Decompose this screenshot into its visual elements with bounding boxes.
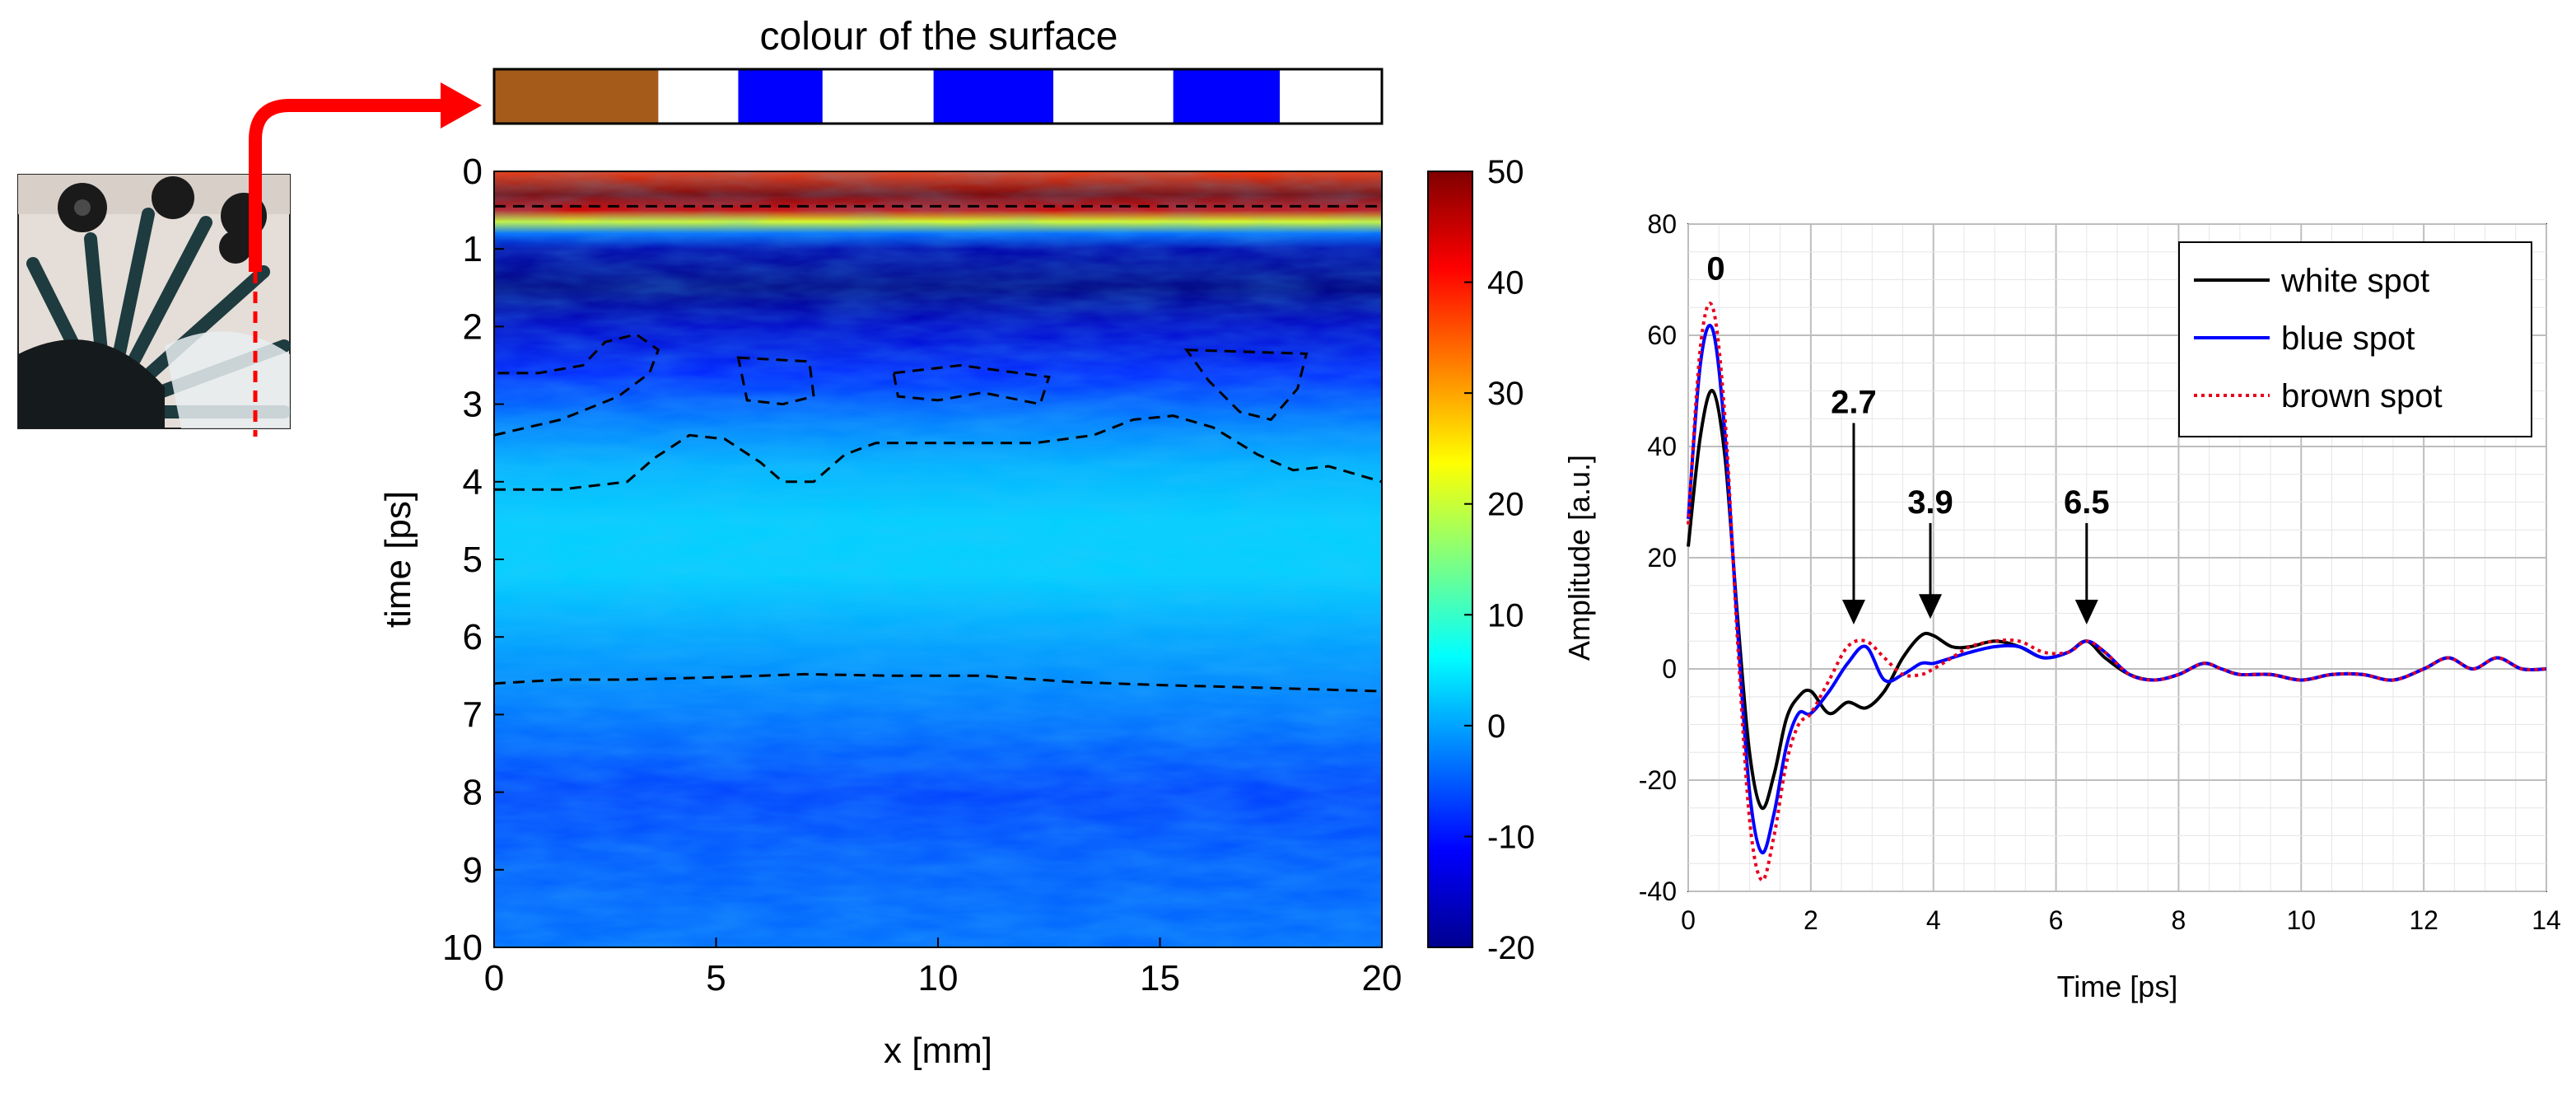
contour-line <box>892 363 1051 406</box>
colorbar-gradient <box>1427 171 1473 948</box>
line-y-tick-label: 20 <box>1647 543 1677 573</box>
line-x-tick-label: 0 <box>1681 905 1696 935</box>
peak-annotation-label: 2.7 <box>1831 385 1877 421</box>
surface-bar-title: colour of the surface <box>760 15 1118 58</box>
line-x-tick-label: 4 <box>1926 905 1941 935</box>
heatmap-y-tick-label: 6 <box>463 617 483 657</box>
legend-label: white spot <box>2280 263 2429 299</box>
surface-segment-brown <box>494 69 659 124</box>
line-y-tick-label: 60 <box>1647 320 1677 350</box>
heatmap-x-label: x [mm] <box>884 1031 992 1071</box>
line-y-tick-label: 0 <box>1662 654 1677 684</box>
peak-annotation-label: 3.9 <box>1907 484 1953 521</box>
colorbar-tick-label: 10 <box>1487 597 1524 633</box>
heatmap-x-tick-label: 10 <box>918 958 959 998</box>
colorbar-tick-label: 30 <box>1487 376 1524 412</box>
contour-line <box>494 672 1382 693</box>
heatmap-x-tick-label: 20 <box>1362 958 1402 998</box>
line-y-tick-label: 40 <box>1647 432 1677 461</box>
heatmap-x-tick-label: 5 <box>706 958 726 998</box>
heatmap-y-tick-label: 0 <box>463 152 483 192</box>
surface-segment-white <box>822 69 934 124</box>
line-x-tick-label: 6 <box>2049 905 2064 935</box>
peak-annotation-label: 0 <box>1706 251 1724 288</box>
line-y-tick-label: -40 <box>1639 877 1677 906</box>
colorbar-tick-label: 20 <box>1487 487 1524 523</box>
contour-line <box>736 356 815 406</box>
legend: white spot blue spot brown spot <box>2178 241 2532 437</box>
annotation-arrow-head <box>1841 600 1865 624</box>
line-x-tick-label: 12 <box>2409 905 2438 935</box>
surface-segment-white <box>1280 69 1382 124</box>
heatmap-y-tick-label: 7 <box>463 694 483 735</box>
heatmap-y-label: time [ps] <box>378 491 418 628</box>
colorbar-tick-label: 50 <box>1487 154 1524 190</box>
surface-segment-blue <box>933 69 1054 124</box>
line-x-tick-label: 2 <box>1804 905 1818 935</box>
red-pointer-arrow <box>249 82 482 272</box>
heatmap-y-tick-label: 3 <box>463 385 483 425</box>
surface-segment-white <box>658 69 739 124</box>
series-line-blue-spot <box>1687 324 2547 854</box>
annotation-arrow-head <box>1918 594 1942 619</box>
heatmap-panel: 0 5 10 15 20 0 1 2 3 4 5 6 7 8 9 10 x [mm] time [ps] <box>378 152 1402 1071</box>
surface-color-bar: colour of the surface <box>492 15 1384 125</box>
colorbar-tick-label: -20 <box>1487 930 1535 966</box>
contour-line <box>494 333 660 437</box>
heatmap-x-tick-label: 15 <box>1140 958 1180 998</box>
heatmap-y-tick-label: 5 <box>463 540 483 580</box>
heatmap-y-tick-label: 9 <box>463 850 483 891</box>
line-y-tick-label: 80 <box>1647 209 1677 239</box>
line-chart-panel: 0 2.7 3.9 6.5 0 2 4 6 8 10 12 14 80 60 40 20 0 -20 -40 T… <box>1562 209 2561 1003</box>
line-y-tick-label: -20 <box>1639 765 1677 795</box>
surface-segment-blue <box>1173 69 1281 124</box>
heatmap-y-tick-label: 10 <box>442 928 483 968</box>
line-x-tick-label: 10 <box>2286 905 2316 935</box>
colorbar-tick-label: 0 <box>1487 708 1505 745</box>
line-x-tick-label: 8 <box>2172 905 2186 935</box>
legend-label: brown spot <box>2281 378 2443 414</box>
colorbar: 50 40 30 20 10 0 -10 -20 <box>1427 154 1535 966</box>
heatmap-texture <box>494 171 1382 947</box>
line-x-label: Time [ps] <box>2057 970 2178 1003</box>
heatmap-y-tick-label: 2 <box>463 306 483 347</box>
legend-label: blue spot <box>2281 320 2415 357</box>
line-x-tick-label: 14 <box>2532 905 2561 935</box>
line-y-label: Amplitude [a.u.] <box>1562 455 1596 661</box>
heatmap-x-tick-label: 0 <box>484 958 504 998</box>
surface-segment-white <box>1053 69 1174 124</box>
surface-segment-blue <box>738 69 823 124</box>
heatmap-y-tick-label: 8 <box>463 773 483 813</box>
heatmap-y-tick-label: 4 <box>463 462 483 503</box>
contour-line <box>494 414 1382 491</box>
peak-annotation-label: 6.5 <box>2064 484 2110 521</box>
annotation-arrow-head <box>2074 600 2098 624</box>
contour-line <box>1183 348 1309 422</box>
heatmap-y-tick-label: 1 <box>463 229 483 269</box>
colorbar-tick-label: -10 <box>1487 819 1535 855</box>
colorbar-tick-label: 40 <box>1487 265 1524 302</box>
